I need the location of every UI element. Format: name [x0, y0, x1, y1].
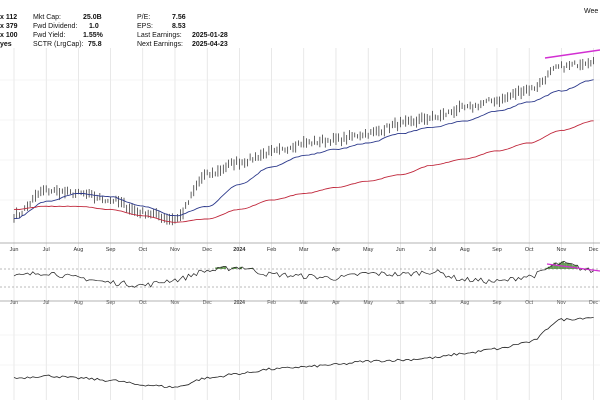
tick-label-sep: Sep — [106, 247, 116, 253]
stat-label-mkt-cap: Mkt Cap: — [33, 14, 62, 21]
stat-label-fwd-yield: Fwd Yield: — [33, 32, 66, 39]
tick-label-mar: Mar — [299, 300, 308, 306]
price-trendline — [544, 49, 600, 59]
date-axis: Jun Jun Jul Jul Aug Aug Sep Sep Oct Oct Nov Nov Dec D… — [10, 247, 599, 306]
overbought-fill — [215, 267, 218, 269]
overbought-fill — [547, 266, 551, 269]
grid — [0, 48, 600, 400]
stat-label-last-earnings: Last Earnings: — [137, 32, 182, 39]
overbought-fill — [561, 261, 565, 269]
stat-value-pe: 7.56 — [172, 14, 186, 21]
stat-value-fwd-yield: 1.55% — [83, 32, 103, 39]
tick-label-dec: Dec — [202, 247, 212, 253]
tick-label-sep: Sep — [106, 300, 115, 306]
stat-label-pe: P/E: — [137, 14, 151, 21]
overbought-fill — [223, 266, 226, 269]
tick-label-jul: Jul — [429, 300, 435, 306]
tick-label-may: May — [363, 300, 373, 306]
tick-label-aug: Aug — [74, 300, 83, 306]
short-moving-average — [13, 79, 594, 220]
tick-label-jul: Jul — [43, 300, 49, 306]
relative-line — [13, 317, 594, 389]
info-header: x 112 x 379 x 100 yes Mkt Cap: 25.0B Fwd… — [0, 0, 600, 50]
overbought-fill — [220, 266, 224, 269]
tick-label-aug: Aug — [73, 247, 83, 253]
tick-label-nov: Nov — [170, 247, 180, 253]
stat-value-next-earnings: 2025-04-23 — [192, 41, 228, 48]
tick-label-mar: Mar — [299, 247, 309, 253]
stat-value-last-earnings: 2025-01-28 — [192, 32, 228, 39]
tick-label-feb: Feb — [267, 247, 276, 253]
stat-value-fwd-dividend: 1.0 — [89, 23, 99, 30]
tick-label-nov: Nov — [171, 300, 180, 306]
tick-label-aug: Aug — [460, 247, 470, 253]
overbought-fill — [585, 267, 589, 269]
tick-label-sep: Sep — [492, 247, 502, 253]
indicator-panel — [0, 260, 600, 288]
indicator-line — [13, 260, 594, 288]
overbought-fill — [234, 267, 237, 269]
tick-label-jul: Jul — [43, 247, 50, 253]
tick-label-sep: Sep — [493, 300, 502, 306]
overbought-fill — [553, 262, 556, 269]
tick-label-dec: Dec — [589, 247, 599, 253]
overbought-fill — [550, 264, 554, 269]
tick-label-dec: Dec — [203, 300, 212, 306]
tick-label-jun: Jun — [396, 247, 405, 253]
tick-label-may: May — [363, 247, 374, 253]
overbought-fill — [555, 264, 559, 269]
left-value-3: x 100 — [0, 32, 18, 39]
tick-label-nov: Nov — [557, 300, 566, 306]
left-value-4: yes — [0, 41, 12, 48]
tick-label-jul: Jul — [429, 247, 436, 253]
stat-value-eps: 8.53 — [172, 23, 186, 30]
tick-label-feb: Feb — [267, 300, 276, 306]
tick-label-oct: Oct — [525, 247, 534, 253]
tick-label-oct: Oct — [139, 300, 147, 306]
tick-label-oct: Oct — [139, 247, 148, 253]
indicator-trendline — [546, 263, 600, 272]
stat-label-sctr: SCTR (LrgCap): — [33, 41, 84, 48]
tick-label-jun: Jun — [396, 300, 404, 306]
tick-label-jun: Jun — [10, 300, 18, 306]
overbought-fill — [217, 267, 221, 269]
long-moving-average — [13, 120, 594, 223]
overbought-fill — [569, 263, 573, 269]
tick-label-nov: Nov — [556, 247, 566, 253]
stat-value-sctr: 75.8 — [88, 41, 102, 48]
stat-label-fwd-dividend: Fwd Dividend: — [33, 23, 78, 30]
corner-text: Wee — [584, 8, 599, 15]
tick-label-2024: 2024 — [233, 247, 246, 253]
tick-label-2024: 2024 — [234, 300, 245, 306]
tick-label-oct: Oct — [525, 300, 533, 306]
tick-label-jun: Jun — [10, 247, 19, 253]
tick-label-apr: Apr — [332, 247, 341, 253]
left-value-1: x 112 — [0, 14, 18, 21]
tick-label-dec: Dec — [589, 300, 598, 306]
stat-value-mkt-cap: 25.0B — [83, 14, 102, 21]
stat-label-eps: EPS: — [137, 23, 153, 30]
left-value-2: x 379 — [0, 23, 18, 30]
tick-label-aug: Aug — [460, 300, 469, 306]
relative-panel — [13, 317, 594, 389]
overbought-fill — [574, 265, 578, 269]
price-panel — [13, 49, 600, 226]
tick-label-apr: Apr — [332, 300, 340, 306]
stat-label-next-earnings: Next Earnings: — [137, 41, 183, 48]
